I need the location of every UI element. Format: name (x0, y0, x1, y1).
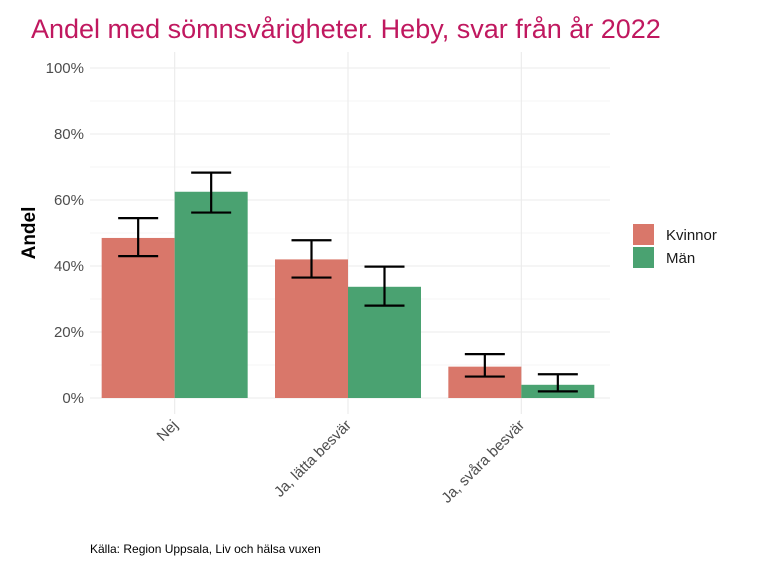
y-axis-label: Andel (19, 207, 40, 260)
y-tick-label: 80% (54, 126, 84, 143)
bar-män-0 (174, 191, 248, 398)
legend-key-män (633, 247, 654, 268)
legend-label: Kvinnor (666, 227, 717, 244)
error-bar-män-2 (537, 373, 578, 393)
bar-kvinnor-1 (275, 259, 348, 398)
legend-key-kvinnor (633, 224, 654, 245)
y-axis-ticks: 0% 20% 40% 60% 80% 100% (46, 60, 84, 407)
y-tick-label: 40% (54, 258, 84, 275)
legend: Kvinnor Män (633, 224, 717, 268)
error-bar-kvinnor-2 (464, 353, 505, 378)
y-tick-label: 60% (54, 192, 84, 209)
x-tick-label: Ja, lätta besvär (271, 417, 355, 501)
y-tick-label: 20% (54, 324, 84, 341)
bars (101, 191, 595, 398)
y-tick-label: 0% (62, 390, 84, 407)
legend-label: Män (666, 250, 695, 267)
bar-kvinnor-0 (101, 237, 175, 398)
x-tick-label: Nej (154, 417, 182, 445)
chart-title: Andel med sömnsvårigheter. Heby, svar fr… (31, 14, 661, 44)
error-bar-män-1 (364, 265, 405, 307)
y-tick-label: 100% (46, 60, 84, 77)
caption: Källa: Region Uppsala, Liv och hälsa vux… (90, 542, 321, 556)
error-bars (118, 171, 578, 393)
error-bar-kvinnor-1 (291, 239, 332, 279)
error-bar-kvinnor-0 (118, 217, 159, 258)
error-bar-män-0 (191, 171, 232, 214)
x-tick-label: Ja, svåra besvär (438, 417, 528, 507)
x-axis-ticks: Nej Ja, lätta besvär Ja, svåra besvär (154, 417, 529, 507)
